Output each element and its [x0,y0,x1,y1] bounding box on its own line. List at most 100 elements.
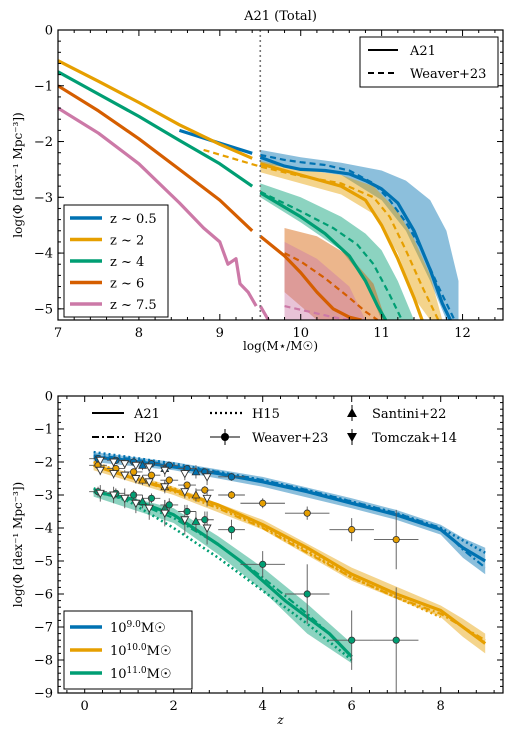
line-a21-1 [93,463,487,645]
weaver-point [147,494,156,502]
santini-point [138,460,148,469]
line-weaver-3 [283,252,379,320]
weaver-point [348,636,356,644]
weaver-point [303,509,311,517]
tomczak-point [180,470,190,479]
band-1 [93,462,486,654]
santini-point [138,475,148,484]
tomczak-point [144,504,154,514]
tomczak-point [120,460,130,469]
x-tick-label: 8 [437,699,445,714]
x-tick-label: 11 [373,326,390,341]
tomczak-point [109,491,119,500]
legend-label: 1010.0M☉ [110,643,172,659]
line-weaver-2 [259,190,403,320]
tomczak-point [120,471,130,481]
weaver-point [227,526,236,534]
x-tick-label: 2 [170,699,178,714]
y-tick-label: 0 [45,390,53,405]
weaver-point [165,476,173,484]
tomczak-point [160,509,170,519]
line-h20-0 [93,454,486,569]
y-tick-label: −9 [34,687,53,702]
legend-frame [359,36,499,88]
line-a21-4 [258,305,270,320]
legend-label: Weaver+23 [252,431,328,446]
y-tick-label: −4 [34,247,53,262]
tomczak-point [95,456,105,466]
color-legend: 109.0M☉ 1010.0M☉ 1011.0M☉ [63,610,193,690]
y-tick-label: −3 [34,191,53,206]
x-axis-label: z [276,713,284,727]
santini-point [191,516,201,525]
x-tick-label: 0 [81,699,89,714]
top-panel: A21 (Total) 7 8 9 10 11 12 0 −1 −2 −3 −4 −5 log(M⋆/M☉… [11,9,504,353]
x-tick-label: 8 [135,326,143,341]
legend-weaver-marker [221,433,229,441]
weaver-point [130,491,138,499]
tomczak-point [180,488,190,497]
style-legend: A21 H20 H15 Weaver+23 Santini+22 Tomczak+14 [92,405,457,446]
x-tick-label: 4 [259,699,267,714]
legend-label: H20 [134,431,162,446]
tomczak-point [131,475,141,484]
legend-label: Tomczak+14 [372,431,457,446]
tomczak-point [95,489,105,499]
y-tick-label: −4 [34,522,53,537]
line-a21-low-1 [58,59,253,160]
y-tick-label: −3 [34,489,53,504]
weaver-point [392,636,400,644]
legend-label: Weaver+23 [410,67,486,82]
x-tick-label: 6 [348,699,356,714]
tomczak-point [202,494,212,504]
line-a21-2 [259,191,388,320]
legend-label: Santini+22 [372,407,446,422]
band-3 [284,228,386,320]
tomczak-point [160,466,170,476]
y-tick-label: −2 [34,135,53,150]
y-axis-label: log(Φ [dex⁻¹ Mpc⁻³]) [11,482,25,607]
color-legend: z ~ 0.5 z ~ 2 z ~ 4 z ~ 6 z ~ 7.5 [63,204,169,318]
plot-area [58,59,459,320]
legend-label: H15 [252,407,280,422]
y-tick-label: −8 [34,654,53,669]
y-tick-label: −2 [34,456,53,471]
tomczak-point [202,473,212,482]
chart-title: A21 (Total) [243,9,317,24]
weaver-point [165,501,173,509]
plot-area [89,450,487,693]
legend-label: A21 [133,407,160,422]
legend-label: z ~ 6 [110,277,144,292]
line-a21-low-2 [58,70,254,188]
line-h20-1 [93,464,486,642]
legend-label: A21 [409,44,436,59]
tomczak-point [95,466,105,476]
weaver-point [227,473,236,481]
line-a21-low-3 [58,84,254,232]
y-tick-label: −1 [34,423,53,438]
x-tick-label: 7 [54,326,62,341]
bottom-panel: 0 2 4 6 8 0 −1 −2 −3 −4 −5 −6 −7 −8 −9 z log(Φ [dex⁻¹ Mp… [11,390,504,727]
santini-point [191,467,201,476]
weaver-point [303,590,311,598]
y-tick-label: −1 [34,79,53,94]
tomczak-point [109,458,119,467]
weaver-point [183,507,191,516]
tomczak-point [109,470,119,479]
band-2 [93,488,352,664]
y-tick-label: 0 [45,24,53,39]
line-a21-low-4 [58,106,258,307]
weaver-point [392,535,400,544]
legend-label: 1011.0M☉ [110,666,172,682]
x-tick-label: 9 [216,326,224,341]
style-legend: A21 Weaver+23 [359,36,499,88]
y-tick-label: −7 [34,621,53,636]
line-h20-2 [93,490,353,658]
santini-point [191,490,201,499]
tomczak-point [144,463,154,472]
legend-label: z ~ 0.5 [110,212,157,227]
santini-point [138,496,148,505]
x-axis-label: log(M⋆/M☉) [243,339,318,353]
legend-label: 109.0M☉ [110,620,166,636]
